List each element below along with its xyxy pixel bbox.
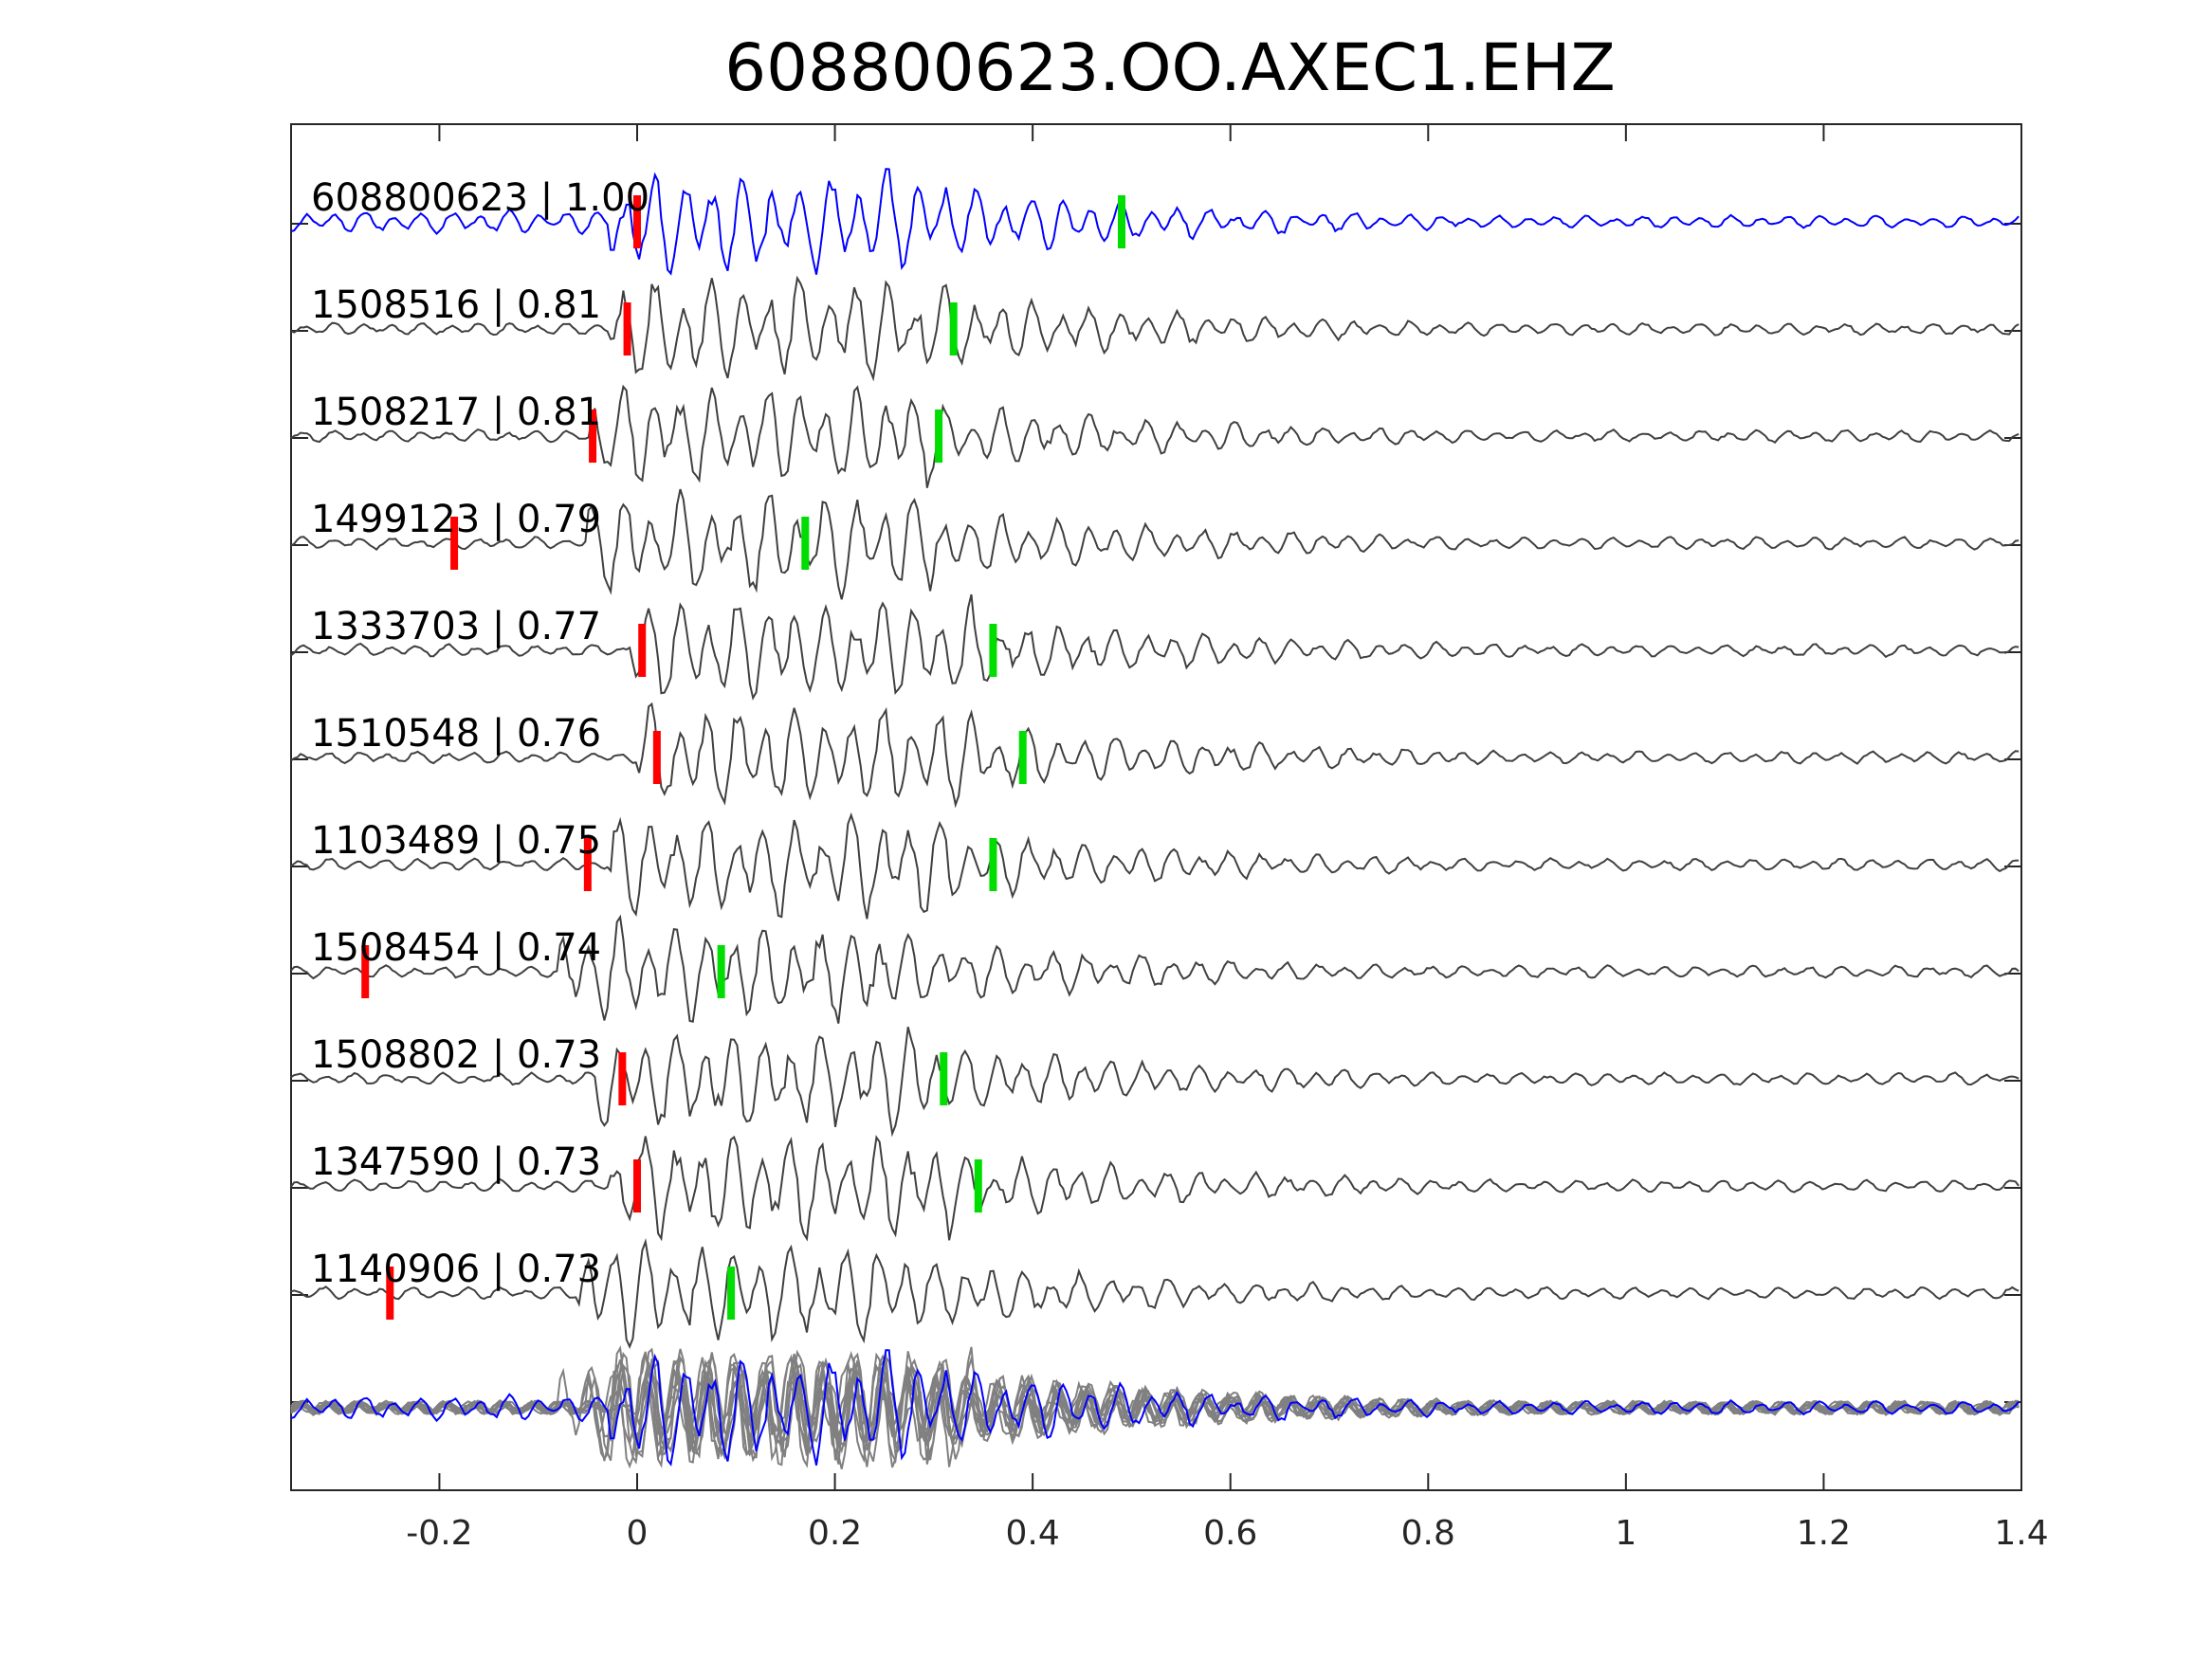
stacked-overlay xyxy=(290,1345,2020,1469)
neighbor-trace xyxy=(290,702,2020,809)
x-axis: -0.2 0 0.2 0.4 0.6 0.8 1 1.2 1.4 xyxy=(291,124,2049,1553)
x-tick-label: -0.2 xyxy=(406,1514,472,1553)
trace-label: 1508454 | 0.74 xyxy=(311,926,601,970)
trace-label: 1510548 | 0.76 xyxy=(311,712,601,756)
trace-label: 608800623 | 1.00 xyxy=(311,176,649,220)
overlay-trace xyxy=(290,1352,2020,1468)
master-trace xyxy=(290,168,2020,276)
x-tick-label: 1.4 xyxy=(1994,1514,2048,1553)
chart-title: 608800623.OO.AXEC1.EHZ xyxy=(724,30,1616,106)
trace-label: 1508516 | 0.81 xyxy=(311,283,601,327)
neighbor-trace xyxy=(290,914,2020,1024)
x-tick-label: 0 xyxy=(627,1514,649,1553)
neighbor-trace xyxy=(290,275,2020,382)
neighbor-trace xyxy=(290,1027,2020,1138)
neighbor-trace xyxy=(290,488,2020,600)
waveform-traces xyxy=(290,168,2020,1349)
trace-label: 1508802 | 0.73 xyxy=(311,1033,601,1077)
x-tick-label: 0.2 xyxy=(808,1514,862,1553)
neighbor-trace xyxy=(290,811,2020,920)
phase-picks xyxy=(361,195,1125,1320)
x-tick-label: 0.4 xyxy=(1006,1514,1060,1553)
trace-label: 1140906 | 0.73 xyxy=(311,1248,601,1291)
x-tick-label: 1.2 xyxy=(1797,1514,1851,1553)
trace-label: 1499123 | 0.79 xyxy=(311,498,601,541)
x-tick-label: 1 xyxy=(1615,1514,1636,1553)
plot-area xyxy=(290,123,2022,1491)
neighbor-trace xyxy=(290,1135,2020,1242)
neighbor-trace xyxy=(290,593,2020,701)
trace-labels: 608800623 | 1.00 1508516 | 0.81 1508217 | … xyxy=(311,176,649,1291)
neighbor-trace xyxy=(290,1238,2020,1349)
overlay-master-trace xyxy=(290,1349,2020,1467)
trace-label: 1333703 | 0.77 xyxy=(311,605,601,648)
trace-label: 1508217 | 0.81 xyxy=(311,391,601,434)
x-tick-label: 0.8 xyxy=(1401,1514,1455,1553)
trace-label: 1347590 | 0.73 xyxy=(311,1140,601,1184)
x-tick-label: 0.6 xyxy=(1203,1514,1257,1553)
neighbor-trace xyxy=(290,384,2020,488)
trace-label: 1103489 | 0.75 xyxy=(311,819,601,863)
